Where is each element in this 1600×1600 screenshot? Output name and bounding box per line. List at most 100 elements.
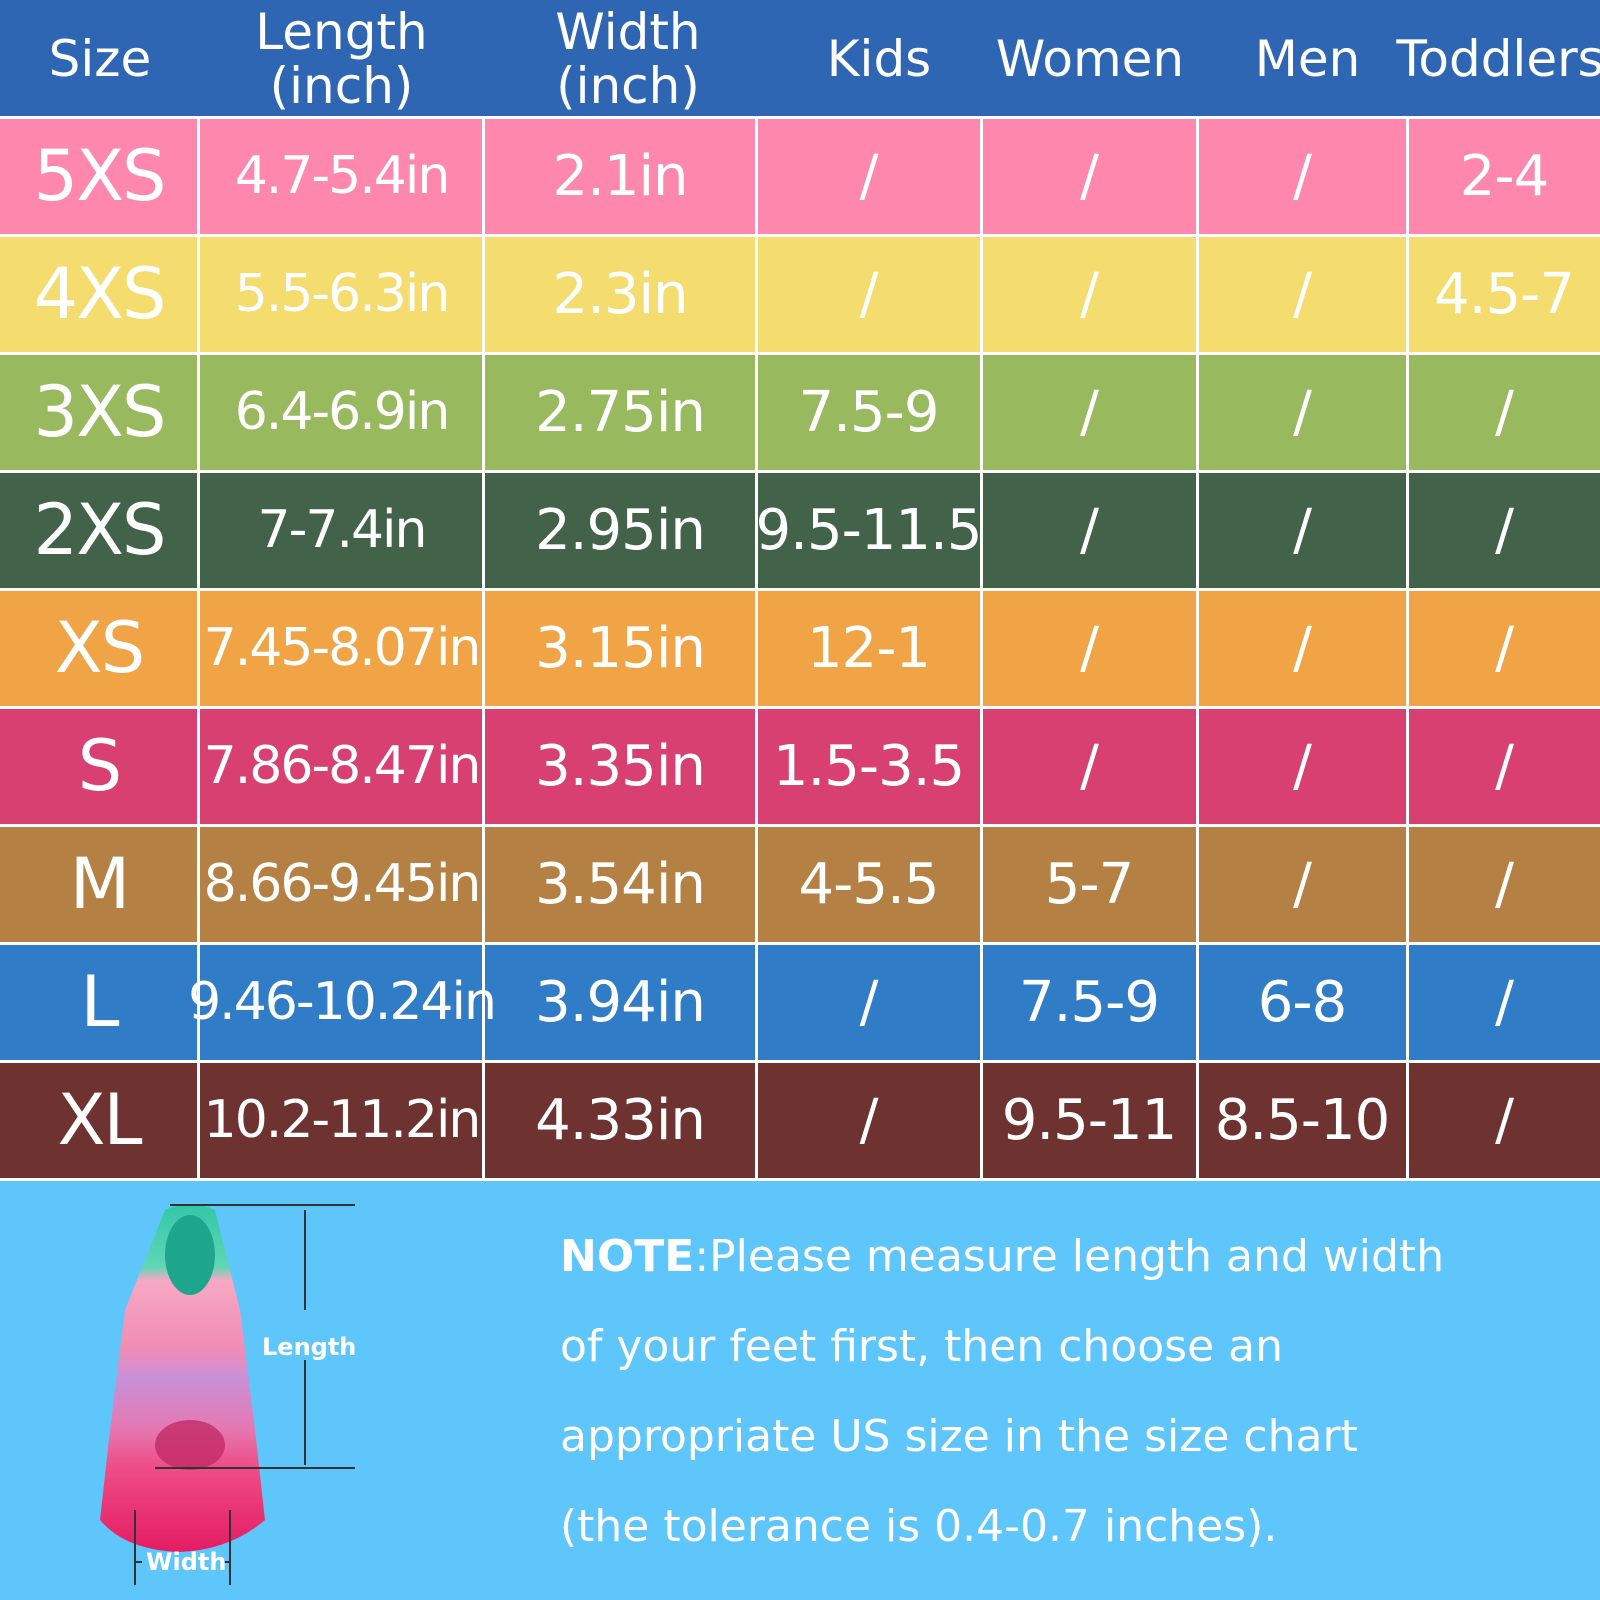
row-divider <box>0 1178 1600 1181</box>
table-row: 5XS 4.7-5.4in 2.1in / / / 2-4 <box>0 117 1600 235</box>
cell-width: 2.75in <box>535 379 706 445</box>
cell-kids: 9.5-11.5 <box>755 497 983 563</box>
cell-length: 6.4-6.9in <box>234 382 451 442</box>
table-row: L 9.46-10.24in 3.94in / 7.5-9 6-8 / <box>0 943 1600 1061</box>
cell-toddlers: / <box>1495 615 1514 681</box>
cell-kids: 12-1 <box>806 615 931 681</box>
cell-length: 4.7-5.4in <box>234 146 451 206</box>
cell-width: 3.15in <box>535 615 706 681</box>
cell-women: 9.5-11 <box>1001 1087 1178 1153</box>
column-divider <box>482 117 485 1181</box>
cell-toddlers: / <box>1495 969 1514 1035</box>
cell-kids: / <box>859 969 879 1035</box>
cell-width: 2.95in <box>535 497 706 563</box>
note-title: NOTE <box>560 1231 695 1282</box>
cell-men: 6-8 <box>1257 969 1347 1035</box>
cell-men: / <box>1293 143 1312 209</box>
header-men: Men <box>1254 29 1361 88</box>
cell-length: 5.5-6.3in <box>234 264 451 324</box>
cell-women: / <box>1080 733 1099 799</box>
swim-fin-diagram <box>100 1204 355 1585</box>
info-panel <box>0 1181 1600 1600</box>
cell-size: L <box>80 961 120 1043</box>
cell-kids: / <box>859 261 879 327</box>
row-divider <box>0 234 1600 237</box>
cell-toddlers: / <box>1495 851 1514 917</box>
row-divider <box>0 116 1600 119</box>
cell-size: M <box>69 843 130 925</box>
cell-men: / <box>1293 497 1312 563</box>
cell-width: 2.3in <box>552 261 688 327</box>
cell-women: 7.5-9 <box>1019 969 1160 1035</box>
width-label: Width <box>146 1548 227 1576</box>
cell-kids: 7.5-9 <box>798 379 940 445</box>
cell-width: 2.1in <box>552 143 688 209</box>
cell-length: 7-7.4in <box>257 500 428 560</box>
cell-women: / <box>1080 379 1099 445</box>
row-divider <box>0 588 1600 591</box>
cell-men: / <box>1293 379 1312 445</box>
header-length: Length (inch) <box>255 2 428 115</box>
cell-length: 9.46-10.24in <box>188 972 497 1032</box>
length-label: Length <box>262 1333 357 1361</box>
cell-toddlers: / <box>1495 379 1514 445</box>
header-size: Size <box>48 29 152 88</box>
table-row: 4XS 5.5-6.3in 2.3in / / / 4.5-7 <box>0 235 1600 353</box>
table-header: Size Length (inch) Width (inch) Kids Wom… <box>0 0 1600 117</box>
size-table: 5XS 4.7-5.4in 2.1in / / / 2-4 4XS 5.5-6.3in 2.3in… <box>0 117 1600 1181</box>
column-divider <box>980 117 983 1181</box>
cell-size: XS <box>54 607 145 689</box>
note-line-3: appropriate US size in the size chart <box>560 1411 1358 1462</box>
cell-men: 8.5-10 <box>1214 1087 1391 1153</box>
cell-women: / <box>1080 497 1099 563</box>
cell-length: 7.45-8.07in <box>203 618 482 678</box>
cell-width: 4.33in <box>535 1087 706 1153</box>
cell-women: / <box>1080 261 1099 327</box>
cell-length: 10.2-11.2in <box>203 1090 482 1150</box>
cell-size: 5XS <box>33 135 167 217</box>
cell-women: / <box>1080 143 1099 209</box>
cell-size: 4XS <box>33 253 167 335</box>
row-divider <box>0 1060 1600 1063</box>
cell-length: 7.86-8.47in <box>203 736 482 796</box>
note-line-1-text: :Please measure length and width <box>694 1231 1445 1282</box>
cell-men: / <box>1293 615 1312 681</box>
cell-kids: / <box>859 143 879 209</box>
cell-size: S <box>77 725 122 807</box>
cell-length: 8.66-9.45in <box>203 854 482 914</box>
note-line-4: (the tolerance is 0.4-0.7 inches). <box>560 1501 1278 1552</box>
table-row: 2XS 7-7.4in 2.95in 9.5-11.5 / / / <box>0 471 1600 589</box>
cell-kids: 1.5-3.5 <box>772 733 965 799</box>
cell-width: 3.94in <box>535 969 706 1035</box>
note-line-1: NOTE:Please measure length and width <box>560 1212 1560 1302</box>
header-width: Width (inch) <box>555 2 701 115</box>
column-divider <box>1406 117 1409 1181</box>
header-kids: Kids <box>826 29 932 88</box>
column-divider <box>1196 117 1199 1181</box>
cell-toddlers: 4.5-7 <box>1434 261 1575 327</box>
cell-width: 3.35in <box>535 733 706 799</box>
cell-men: / <box>1293 851 1312 917</box>
table-row: S 7.86-8.47in 3.35in 1.5-3.5 / / / <box>0 707 1600 825</box>
row-divider <box>0 942 1600 945</box>
cell-size: 2XS <box>33 489 167 571</box>
header-women: Women <box>995 29 1185 88</box>
row-divider <box>0 470 1600 473</box>
row-divider <box>0 352 1600 355</box>
header-toddlers: Toddlers <box>1396 29 1600 88</box>
row-divider <box>0 706 1600 709</box>
table-row: M 8.66-9.45in 3.54in 4-5.5 5-7 / / <box>0 825 1600 943</box>
cell-toddlers: / <box>1495 1087 1514 1153</box>
cell-kids: / <box>859 1087 879 1153</box>
cell-size: XL <box>57 1079 143 1161</box>
cell-toddlers: 2-4 <box>1459 143 1549 209</box>
cell-men: / <box>1293 733 1312 799</box>
cell-toddlers: / <box>1495 497 1514 563</box>
column-divider <box>197 117 200 1181</box>
cell-kids: 4-5.5 <box>798 851 940 917</box>
table-row: XS 7.45-8.07in 3.15in 12-1 / / / <box>0 589 1600 707</box>
cell-men: / <box>1293 261 1312 327</box>
cell-toddlers: / <box>1495 733 1514 799</box>
cell-size: 3XS <box>33 371 167 453</box>
table-row: 3XS 6.4-6.9in 2.75in 7.5-9 / / / <box>0 353 1600 471</box>
